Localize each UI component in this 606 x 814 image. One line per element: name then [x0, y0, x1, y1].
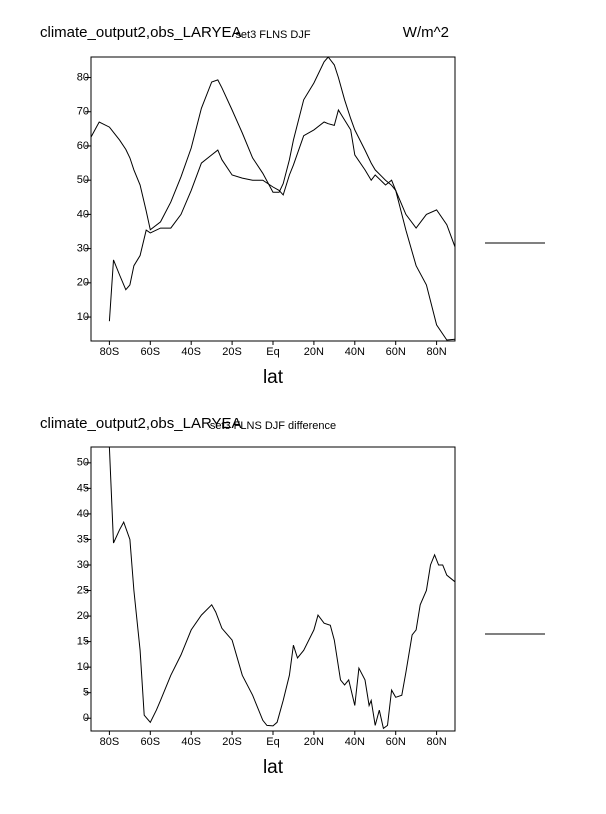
plot-frame — [90, 446, 456, 732]
y-tick-label: 30 — [77, 559, 89, 571]
x-tick-label: 80S — [100, 346, 120, 358]
x-tick-label: 40N — [345, 346, 365, 358]
data-line — [108, 108, 456, 341]
x-tick-label: 20S — [222, 346, 242, 358]
x-tick-label: 20N — [304, 346, 324, 358]
x-axis-label: lat — [263, 757, 284, 778]
y-tick-label: 10 — [77, 311, 89, 323]
y-tick-label: 50 — [77, 457, 89, 469]
x-tick-label: 80N — [427, 346, 447, 358]
y-tick-label: 15 — [77, 636, 89, 648]
x-tick-label: 80S — [100, 736, 120, 748]
y-tick-label: 30 — [77, 243, 89, 255]
y-tick-label: 20 — [77, 610, 89, 622]
chart-subtitle: set3 FLNS DJF — [235, 29, 310, 41]
data-line — [90, 56, 456, 248]
x-tick-label: 60N — [386, 736, 406, 748]
x-tick-label: 40S — [181, 346, 201, 358]
x-tick-label: 60N — [386, 346, 406, 358]
x-tick-label: Eq — [266, 346, 279, 358]
units-label: W/m^2 — [403, 24, 449, 41]
x-tick-label: 40N — [345, 736, 365, 748]
y-tick-label: 40 — [77, 508, 89, 520]
y-tick-label: 45 — [77, 482, 89, 494]
y-tick-label: 5 — [83, 687, 89, 699]
chart-title: climate_output2,obs_LARYEA — [40, 24, 242, 41]
y-tick-label: 70 — [77, 106, 89, 118]
y-tick-label: 25 — [77, 584, 89, 596]
data-line — [108, 447, 456, 730]
x-tick-label: 40S — [181, 736, 201, 748]
x-tick-label: 60S — [141, 736, 161, 748]
y-tick-label: 0 — [83, 712, 89, 724]
plot-frame — [90, 56, 456, 342]
y-tick-label: 50 — [77, 174, 89, 186]
y-tick-label: 60 — [77, 140, 89, 152]
chart-title: climate_output2,obs_LARYEA — [40, 415, 242, 432]
x-tick-label: 20N — [304, 736, 324, 748]
x-axis-label: lat — [263, 367, 284, 388]
x-tick-label: 20S — [222, 736, 242, 748]
x-tick-label: Eq — [266, 736, 279, 748]
y-tick-label: 40 — [77, 208, 89, 220]
y-tick-label: 35 — [77, 533, 89, 545]
x-tick-label: 80N — [427, 736, 447, 748]
y-tick-label: 80 — [77, 71, 89, 83]
y-tick-label: 20 — [77, 277, 89, 289]
x-tick-label: 60S — [141, 346, 161, 358]
chart-subtitle: set3 FLNS DJF difference — [210, 420, 336, 432]
y-tick-label: 10 — [77, 661, 89, 673]
